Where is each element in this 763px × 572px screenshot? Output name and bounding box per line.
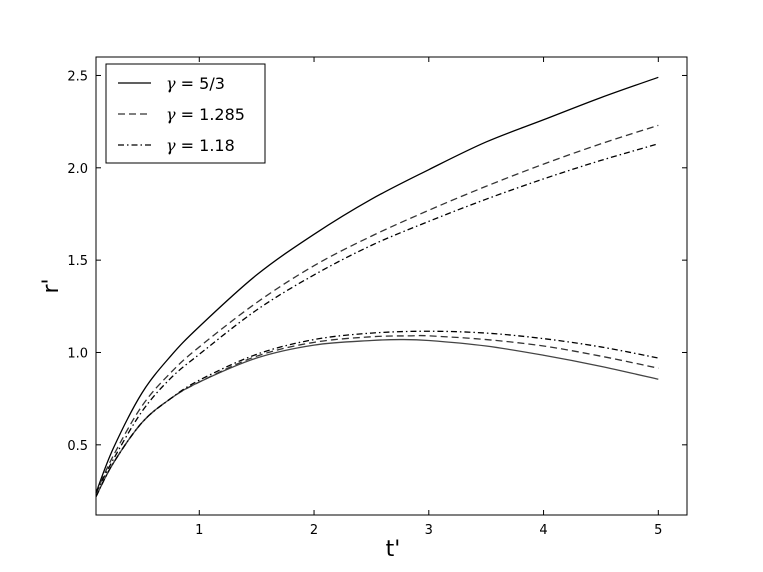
- y-tick-label: 2.0: [67, 162, 88, 177]
- legend-label-gamma-1-285: γ = 1.285: [166, 105, 245, 124]
- x-tick-label: 2: [310, 523, 318, 538]
- legend-box: [105, 63, 266, 164]
- legend-label-gamma-5-3: γ = 5/3: [166, 74, 225, 93]
- x-tick-label: 5: [654, 523, 662, 538]
- series-line-upper-dashed: [95, 124, 659, 494]
- series-line-lower-dashdot: [95, 330, 659, 497]
- y-axis-label: r': [39, 278, 64, 293]
- series-layer: [95, 76, 659, 497]
- legend-label-gamma-1-18: γ = 1.18: [166, 136, 235, 155]
- x-tick-label: 4: [539, 523, 547, 538]
- y-tick-label: 0.5: [67, 439, 88, 454]
- x-tick-label: 1: [195, 523, 203, 538]
- tick-layer: 1 2 3 4 5 0.5 1.0 1.5 2.0 2.5: [67, 57, 687, 538]
- series-line-lower-dashed: [95, 334, 659, 497]
- plot-frame: [95, 56, 688, 516]
- series-line-upper-dashdot: [95, 143, 659, 494]
- legend: γ = 5/3 γ = 1.285 γ = 1.18: [105, 63, 266, 164]
- x-tick-label: 3: [425, 523, 433, 538]
- y-tick-label: 2.5: [67, 69, 88, 84]
- y-tick-label: 1.5: [67, 254, 88, 269]
- y-tick-label: 1.0: [67, 346, 88, 361]
- series-line-upper-solid: [95, 76, 659, 494]
- x-axis-label: t': [386, 537, 401, 562]
